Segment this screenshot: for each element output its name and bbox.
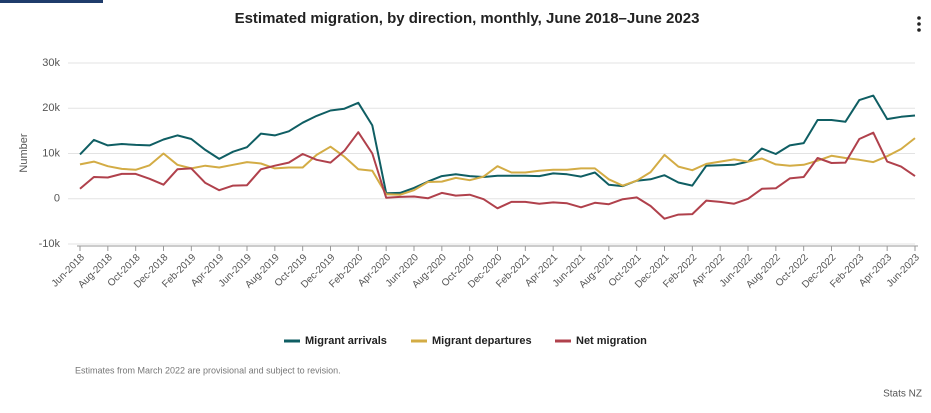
legend-item[interactable]: Migrant arrivals — [284, 335, 387, 347]
y-tick-label: 0 — [54, 193, 60, 205]
legend-label: Migrant arrivals — [305, 335, 387, 347]
menu-icon[interactable] — [917, 16, 921, 32]
note: Estimates from March 2022 are provisiona… — [75, 365, 341, 375]
y-axis-label: Number — [18, 133, 30, 172]
top-accent — [0, 0, 103, 3]
chart-title: Estimated migration, by direction, month… — [235, 10, 700, 27]
legend-label: Net migration — [576, 335, 647, 347]
series-line — [79, 137, 916, 196]
legend-label: Migrant departures — [432, 335, 532, 347]
y-tick-label: -10k — [39, 238, 61, 250]
y-tick-label: 20k — [42, 102, 60, 114]
legend-item[interactable]: Net migration — [555, 335, 647, 347]
series-line — [79, 131, 916, 220]
y-tick-label: 30k — [42, 57, 60, 69]
source: Stats NZ — [883, 389, 922, 400]
y-tick-label: 10k — [42, 147, 60, 159]
series-line — [79, 94, 916, 195]
legend-item[interactable]: Migrant departures — [411, 335, 532, 347]
